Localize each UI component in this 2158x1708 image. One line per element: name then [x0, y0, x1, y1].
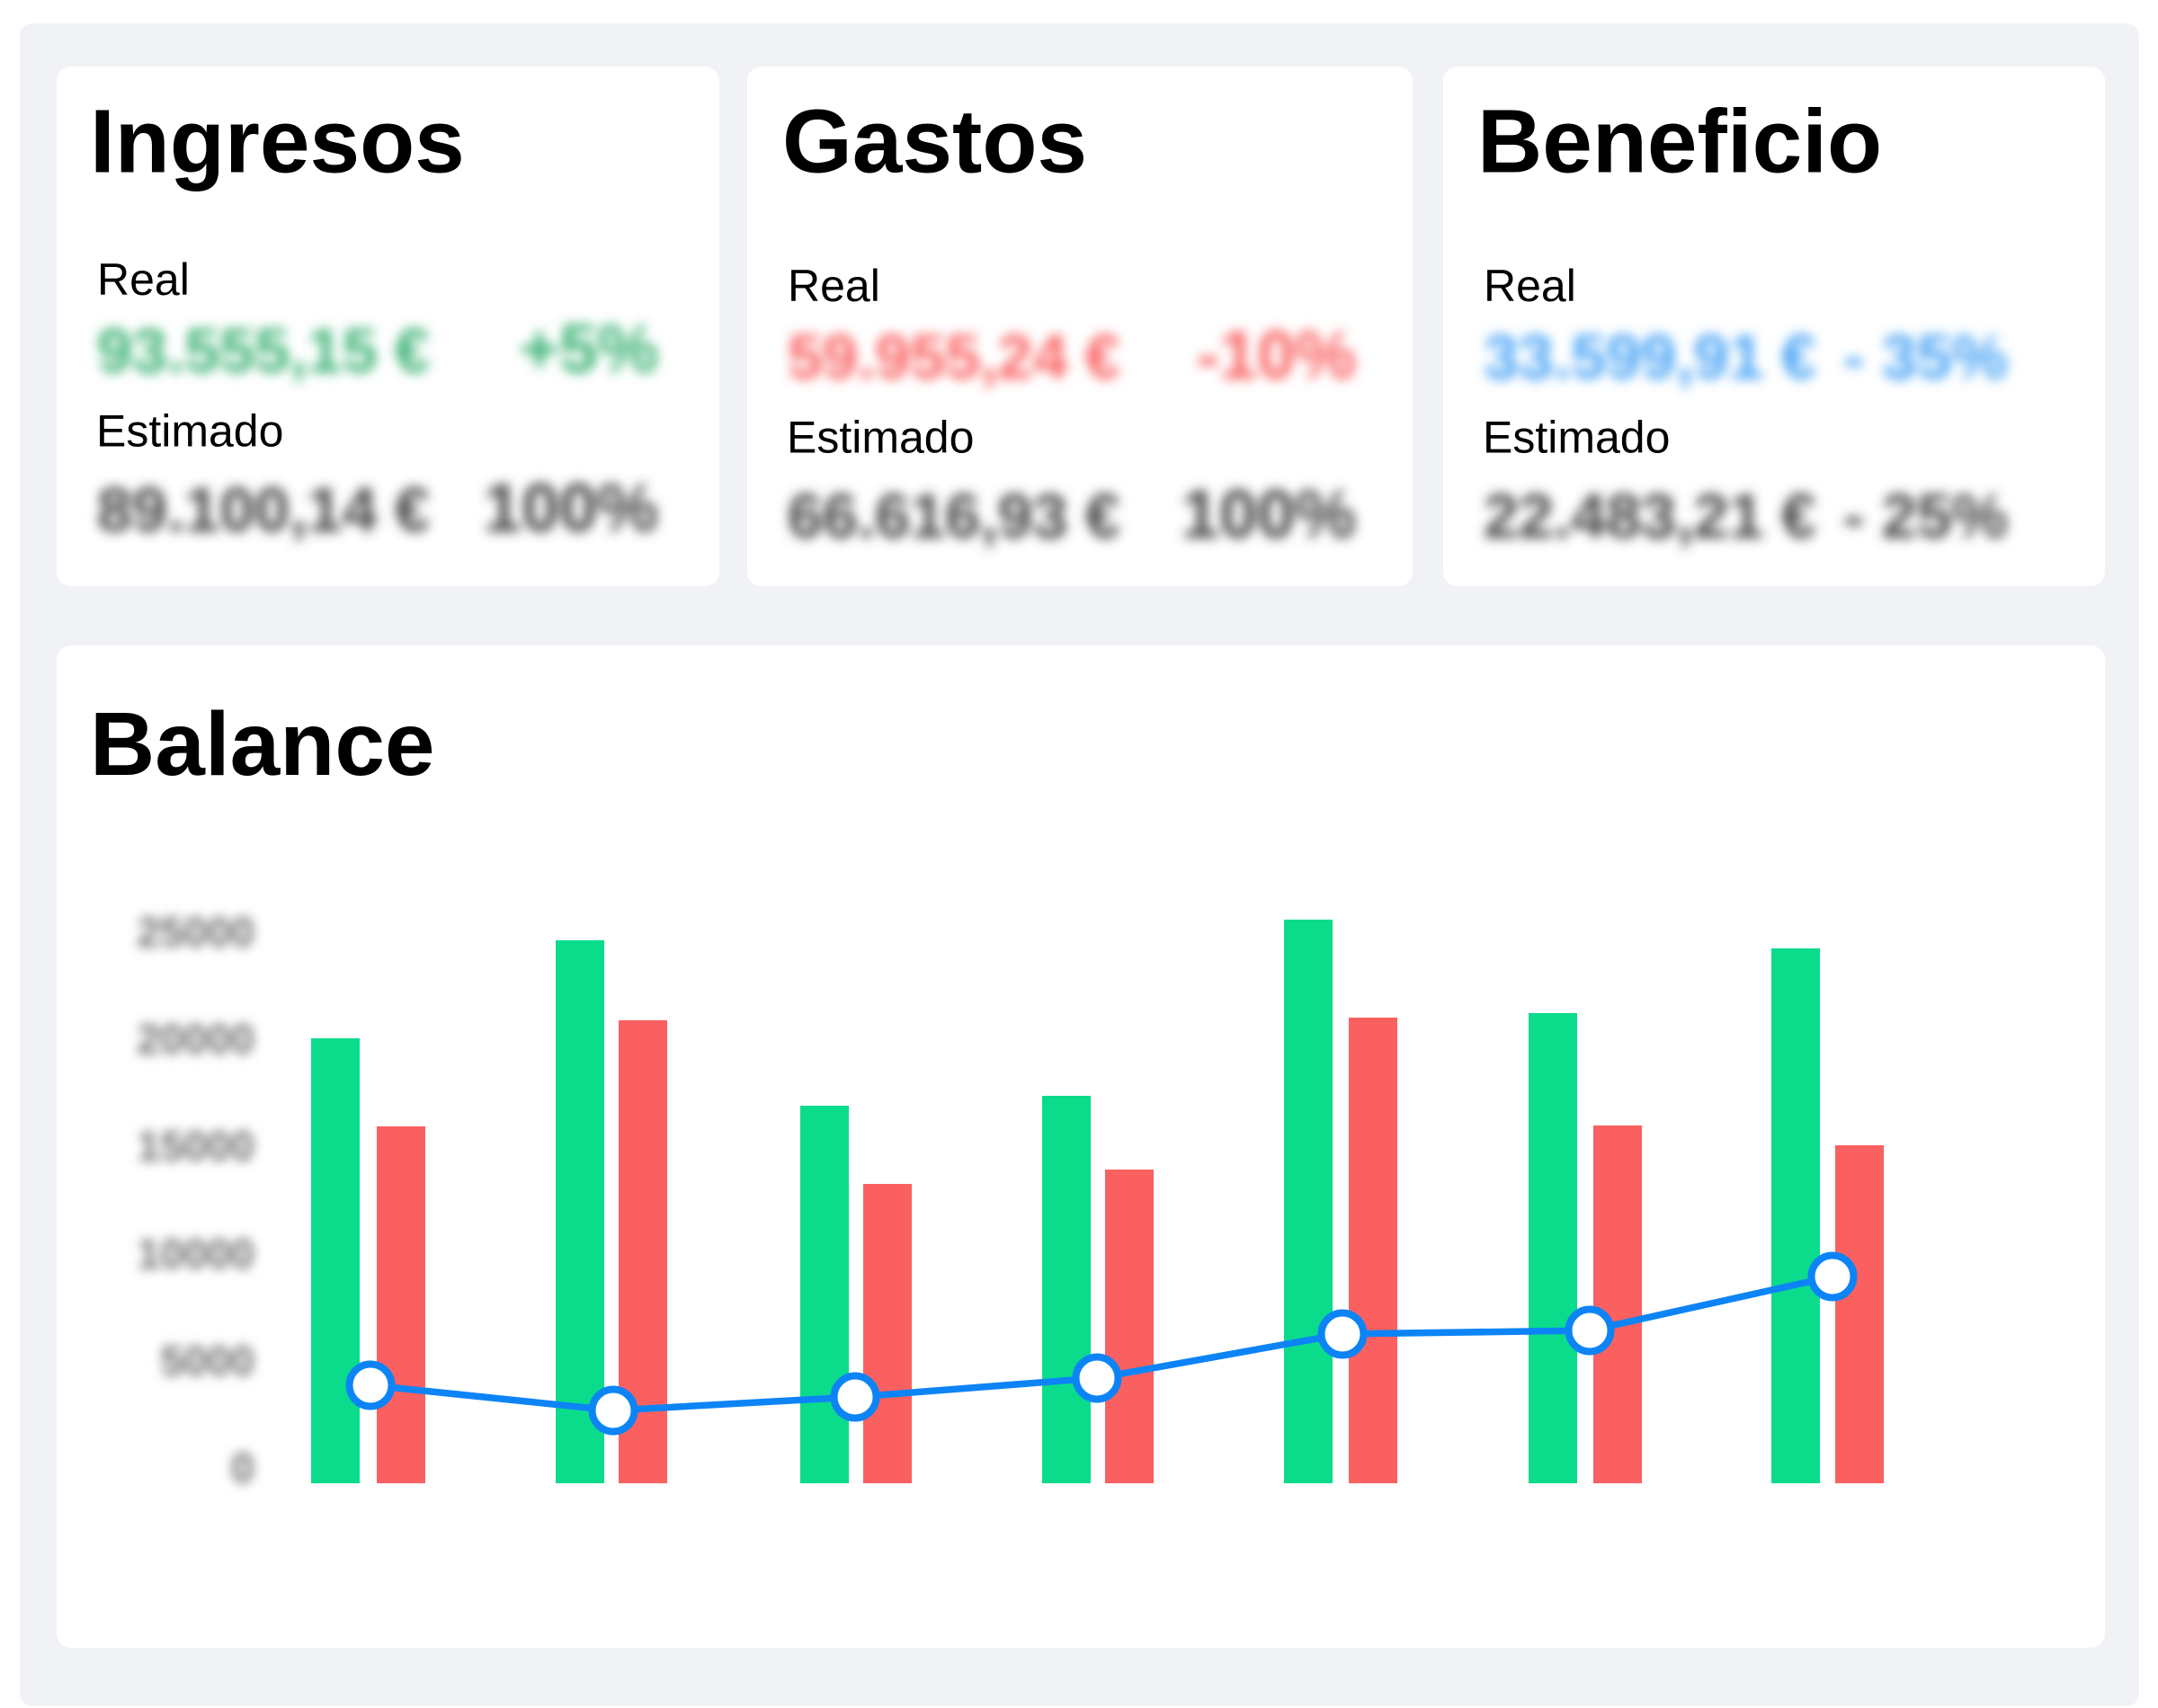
svg-text:Estimado: Estimado	[787, 413, 974, 463]
svg-text:- 25%: - 25%	[1843, 481, 2008, 551]
svg-text:+5%: +5%	[520, 311, 658, 387]
svg-text:Estimado: Estimado	[96, 406, 283, 457]
svg-text:22.483,21 €: 22.483,21 €	[1484, 481, 1816, 551]
svg-text:Estimado: Estimado	[1483, 413, 1670, 463]
svg-text:15000: 15000	[137, 1122, 254, 1170]
svg-text:0: 0	[231, 1444, 254, 1491]
svg-text:Real: Real	[788, 261, 880, 311]
svg-text:Gastos: Gastos	[782, 92, 1087, 192]
svg-text:- 35%: - 35%	[1843, 322, 2008, 392]
svg-text:Beneficio: Beneficio	[1477, 92, 1882, 192]
svg-text:33.599,91 €: 33.599,91 €	[1484, 322, 1816, 392]
svg-text:100%: 100%	[1182, 476, 1356, 553]
svg-text:10000: 10000	[137, 1230, 254, 1277]
svg-text:20000: 20000	[137, 1015, 254, 1063]
svg-text:66.616,93 €: 66.616,93 €	[788, 481, 1120, 551]
svg-text:93.555,15 €: 93.555,15 €	[97, 316, 430, 386]
svg-text:Real: Real	[97, 254, 190, 305]
svg-text:25000: 25000	[137, 908, 254, 956]
svg-text:5000: 5000	[160, 1337, 254, 1384]
svg-text:89.100,14 €: 89.100,14 €	[97, 475, 430, 545]
svg-text:Ingresos: Ingresos	[90, 92, 465, 192]
svg-text:Real: Real	[1484, 261, 1576, 311]
svg-text:Balance: Balance	[90, 694, 435, 795]
svg-text:100%: 100%	[484, 470, 658, 547]
svg-text:-10%: -10%	[1197, 317, 1356, 394]
svg-text:59.955,24 €: 59.955,24 €	[788, 322, 1120, 392]
